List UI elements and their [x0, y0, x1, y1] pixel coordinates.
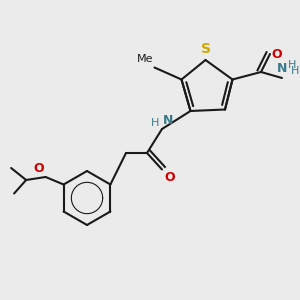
Text: Me: Me [136, 54, 153, 64]
Text: O: O [34, 163, 44, 176]
Text: S: S [200, 42, 211, 56]
Text: H: H [151, 118, 160, 128]
Text: H: H [291, 67, 299, 76]
Text: H: H [287, 61, 296, 70]
Text: N: N [163, 114, 173, 127]
Text: N: N [277, 62, 287, 75]
Text: O: O [164, 171, 175, 184]
Text: O: O [272, 47, 282, 61]
